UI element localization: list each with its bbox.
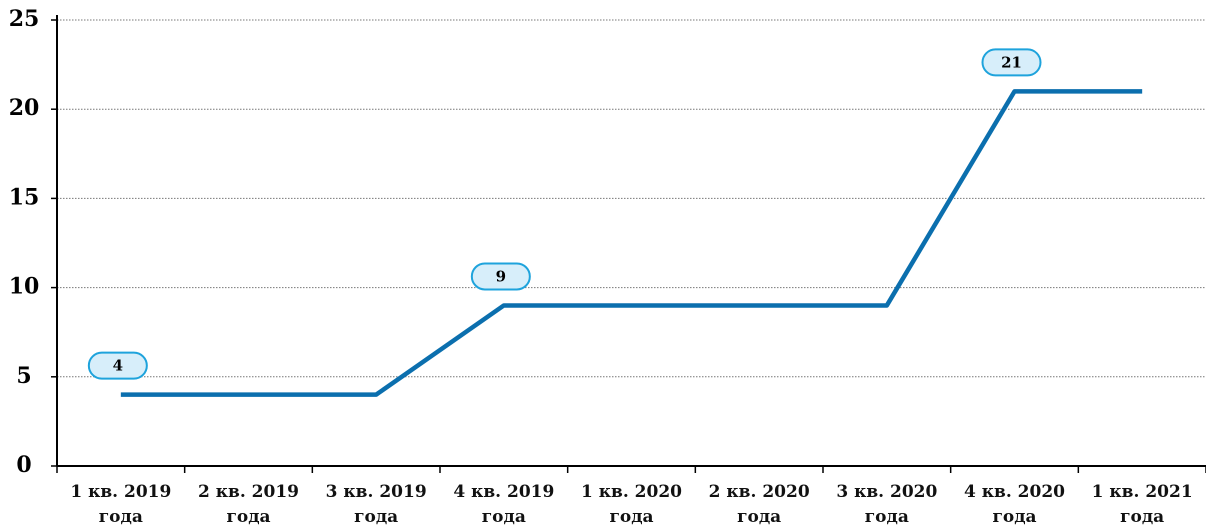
x-tick-label: 1 кв. 2019 года [70, 482, 172, 527]
data-label-bubble [470, 262, 531, 291]
data-label: 4 [113, 357, 123, 375]
data-label-bubble [87, 351, 148, 380]
x-tick-label: 4 кв. 2020 года [964, 482, 1065, 527]
y-tick-label: 10 [9, 274, 40, 300]
x-tick-label: 2 кв. 2020 года [708, 482, 810, 527]
x-tick-label: 2 кв. 2019 года [198, 482, 299, 527]
y-tick-label: 0 [16, 452, 31, 478]
x-tick-label: 3 кв. 2020 года [836, 482, 938, 527]
y-tick-label: 15 [9, 184, 40, 210]
line [120, 89, 1143, 397]
x-tick-label: 4 кв. 2019 года [453, 482, 555, 527]
y-tick-label: 25 [9, 6, 40, 32]
x-tick-label: 1 кв. 2021 года [1091, 482, 1193, 527]
x-tick-label: 3 кв. 2019 года [325, 482, 427, 527]
data-label: 9 [496, 267, 506, 285]
data-label-bubble [981, 48, 1042, 77]
data-label: 21 [1001, 53, 1022, 71]
x-tick-label: 1 кв. 2020 года [581, 482, 682, 527]
y-tick-label: 5 [16, 363, 31, 389]
y-tick-label: 20 [9, 95, 40, 121]
